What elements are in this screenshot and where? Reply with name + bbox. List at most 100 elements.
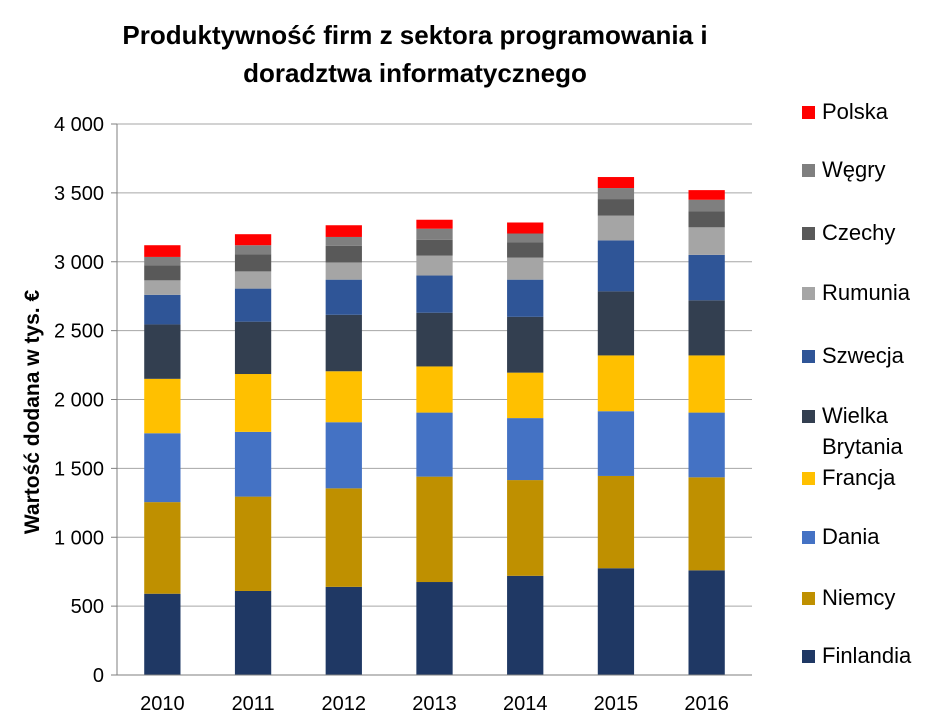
legend-label: Szwecja	[822, 343, 904, 368]
bar-segment	[416, 312, 453, 367]
bar-segment	[416, 239, 453, 256]
bar-segment	[597, 355, 635, 412]
bar-segment	[688, 355, 725, 413]
x-tick-label: 2013	[412, 693, 457, 715]
bar-segment	[416, 366, 453, 413]
chart-title: Produktywność firm z sektora programowan…	[122, 20, 708, 88]
bar-segment	[416, 412, 453, 477]
bar-segment	[416, 219, 453, 229]
x-tick-label: 2014	[503, 693, 548, 715]
bar-segment	[416, 582, 453, 675]
bar-segment	[507, 372, 544, 419]
bar-segment	[144, 593, 181, 675]
bar-segment	[688, 227, 725, 255]
y-tick-label: 1 000	[54, 527, 104, 549]
legend-label: Dania	[822, 524, 880, 549]
bar-segment	[507, 316, 544, 373]
bar-segment	[507, 233, 544, 243]
legend-swatch	[802, 350, 815, 363]
axes	[111, 123, 752, 676]
bar-segment	[597, 188, 635, 200]
bar-segment	[597, 475, 635, 569]
bar-segment	[144, 324, 181, 379]
legend-swatch	[802, 227, 815, 240]
bar-segment	[688, 211, 725, 228]
bar-segment	[416, 255, 453, 276]
y-tick-label: 3 000	[54, 252, 104, 274]
bar-segment	[688, 254, 725, 301]
bar-segment	[688, 199, 725, 212]
bar-segment	[597, 291, 635, 356]
bar-segment	[325, 371, 362, 423]
x-tick-label: 2015	[594, 693, 639, 715]
legend-label: Niemcy	[822, 585, 896, 610]
legend-label: Rumunia	[822, 280, 911, 305]
bar-segment	[234, 288, 272, 322]
bar-segment	[507, 242, 544, 258]
bar-segment	[688, 570, 725, 675]
bar-segment	[507, 575, 544, 675]
bar-segment	[688, 477, 725, 571]
bar-segment	[144, 433, 181, 503]
bar-segment	[325, 236, 362, 246]
bar-segment	[416, 476, 453, 583]
bar-segment	[597, 177, 635, 189]
bar-segment	[325, 245, 362, 263]
bar-segment	[234, 271, 272, 289]
bar-segment	[325, 225, 362, 237]
legend-swatch	[802, 472, 815, 485]
bar-segment	[144, 378, 181, 434]
legend-label: Polska	[822, 99, 889, 124]
bar-segment	[597, 568, 635, 675]
legend-label: Węgry	[822, 157, 886, 182]
bar-segment	[416, 275, 453, 313]
legend-swatch	[802, 650, 815, 663]
y-tick-label: 4 000	[54, 114, 104, 136]
bar-segment	[507, 279, 544, 317]
bar-segment	[507, 222, 544, 234]
x-tick-label: 2016	[684, 693, 729, 715]
bar-segment	[144, 280, 181, 295]
legend-label: Wielka Brytania	[822, 403, 903, 459]
bar-segment	[144, 265, 181, 281]
bar-segment	[234, 245, 272, 255]
legend-swatch	[802, 592, 815, 605]
x-tick-labels: 2010 2011 2012 2013 2014 2015 2016	[140, 693, 729, 715]
legend-swatch	[802, 410, 815, 423]
bar-segment	[597, 215, 635, 241]
y-tick-labels: 0 500 1 000 1 500 2 000 2 500 3 000 3 500 4 000	[54, 114, 104, 687]
bar-segment	[234, 590, 272, 675]
bar-segment	[234, 321, 272, 375]
y-tick-label: 2 500	[54, 321, 104, 343]
bar-segment	[325, 279, 362, 315]
x-tick-label: 2011	[232, 693, 275, 715]
x-tick-label: 2012	[322, 693, 367, 715]
bar-segment	[597, 199, 635, 216]
bar-segment	[325, 488, 362, 587]
bar-segment	[507, 257, 544, 280]
bar-segment	[325, 262, 362, 280]
legend-label: Czechy	[822, 220, 896, 245]
legend-swatch	[802, 287, 815, 300]
y-tick-label: 3 500	[54, 183, 104, 205]
legend-swatch	[802, 531, 815, 544]
bar-segment	[597, 240, 635, 292]
bar-segment	[234, 254, 272, 272]
bar-segment	[234, 374, 272, 432]
legend-swatch	[802, 106, 815, 119]
bar-segment	[688, 412, 725, 478]
legend-swatch	[802, 164, 815, 177]
bar-segment	[144, 502, 181, 594]
bar-segment	[597, 411, 635, 476]
y-tick-label: 0	[93, 665, 104, 687]
bar-segment	[688, 300, 725, 356]
bar-segment	[416, 228, 453, 240]
legend-label: Francja	[822, 465, 896, 490]
bar-segment	[144, 245, 181, 257]
bar-segment	[688, 190, 725, 200]
bar-segment	[325, 314, 362, 372]
bar-segment	[507, 418, 544, 481]
legend-label: Finlandia	[822, 643, 912, 668]
x-tick-label: 2010	[140, 693, 185, 715]
